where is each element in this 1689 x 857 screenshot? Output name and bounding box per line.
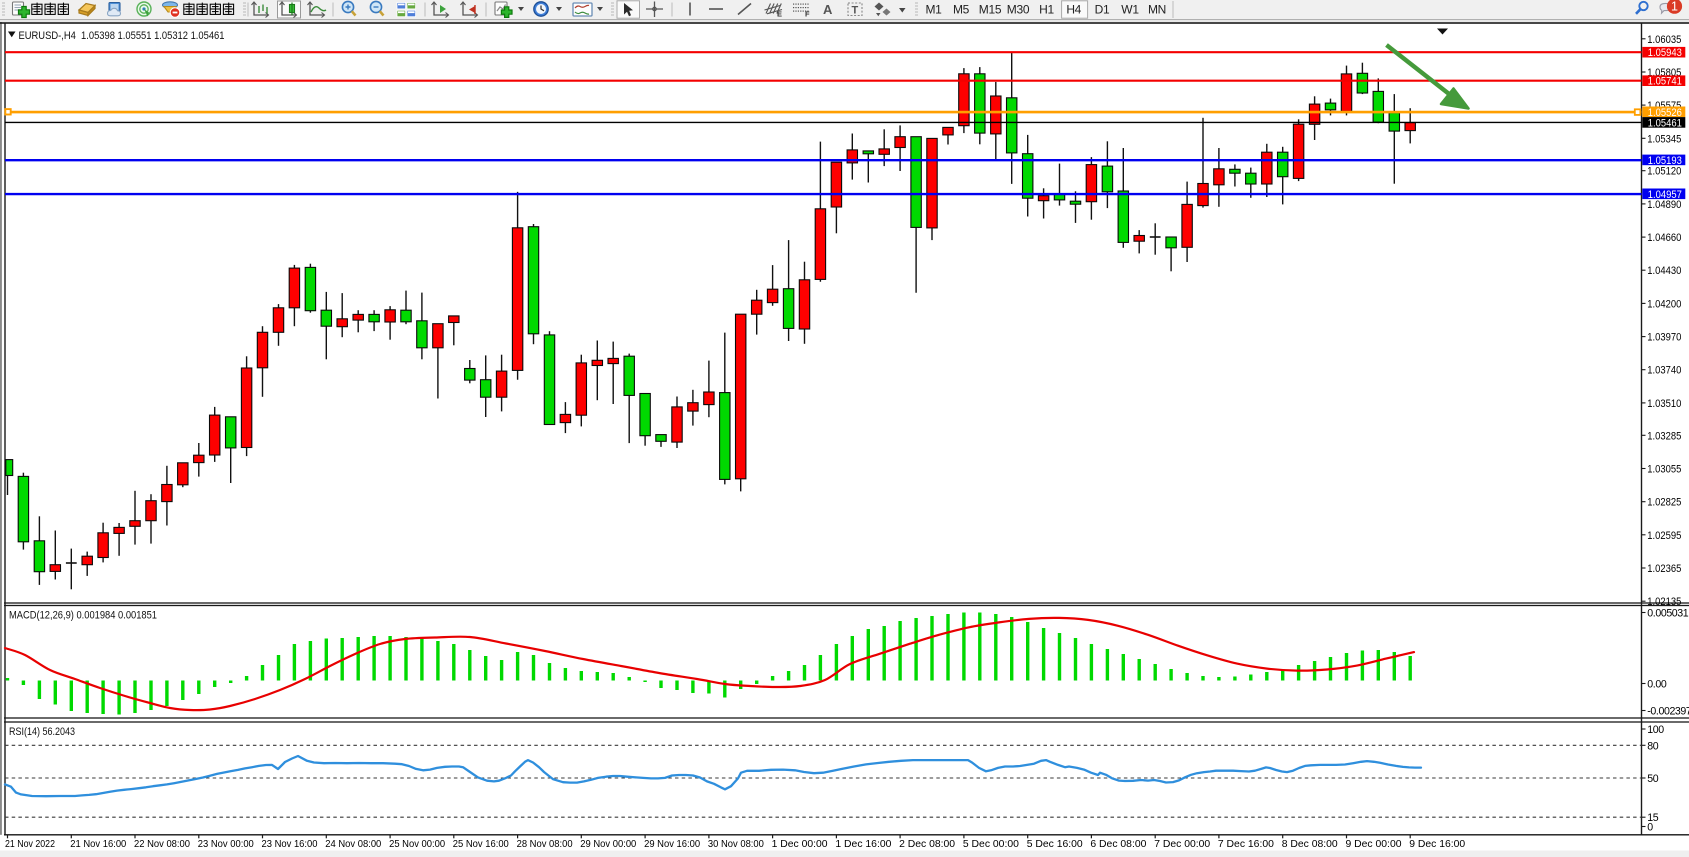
svg-text:1 Dec 16:00: 1 Dec 16:00 [835, 839, 891, 850]
svg-text:1.05741: 1.05741 [1648, 76, 1682, 88]
svg-text:23 Nov 16:00: 23 Nov 16:00 [262, 839, 318, 850]
svg-text:0.00: 0.00 [1647, 679, 1667, 691]
svg-text:1.05120: 1.05120 [1647, 166, 1681, 178]
svg-text:M30: M30 [1007, 3, 1030, 17]
svg-text:1.05345: 1.05345 [1647, 133, 1681, 145]
svg-text:H4: H4 [1066, 3, 1081, 17]
svg-text:1: 1 [1671, 0, 1678, 14]
svg-text:29 Nov 16:00: 29 Nov 16:00 [644, 839, 700, 850]
svg-text:28 Nov 08:00: 28 Nov 08:00 [517, 839, 573, 850]
svg-text:7 Dec 16:00: 7 Dec 16:00 [1218, 839, 1274, 850]
svg-text:9 Dec 16:00: 9 Dec 16:00 [1409, 839, 1465, 850]
svg-text:1.04430: 1.04430 [1647, 265, 1681, 277]
svg-text:1.03055: 1.03055 [1647, 464, 1681, 476]
svg-text:1.05526: 1.05526 [1648, 107, 1682, 119]
svg-text:MN: MN [1148, 3, 1166, 17]
svg-text:5 Dec 16:00: 5 Dec 16:00 [1027, 839, 1083, 850]
svg-text:1.05943: 1.05943 [1648, 47, 1682, 59]
svg-text:1.02135: 1.02135 [1647, 596, 1681, 608]
svg-text:-0.002397: -0.002397 [1647, 706, 1689, 718]
svg-text:1.03510: 1.03510 [1647, 398, 1681, 410]
svg-text:1.04957: 1.04957 [1648, 189, 1682, 201]
svg-text:1.05461: 1.05461 [1648, 117, 1682, 129]
svg-text:A: A [823, 2, 833, 17]
svg-text:25 Nov 00:00: 25 Nov 00:00 [389, 839, 445, 850]
svg-text:RSI(14) 56.2043: RSI(14) 56.2043 [9, 726, 75, 738]
svg-text:1.04890: 1.04890 [1647, 199, 1681, 211]
svg-text:1.03740: 1.03740 [1647, 365, 1681, 377]
svg-text:2 Dec 08:00: 2 Dec 08:00 [899, 839, 955, 850]
svg-text:1.03970: 1.03970 [1647, 332, 1681, 344]
svg-text:100: 100 [1647, 724, 1664, 736]
svg-text:M15: M15 [979, 3, 1002, 17]
svg-text:1 Dec 00:00: 1 Dec 00:00 [772, 839, 828, 850]
svg-text:25 Nov 16:00: 25 Nov 16:00 [453, 839, 509, 850]
svg-text:1.02825: 1.02825 [1647, 497, 1681, 509]
svg-text:80: 80 [1647, 740, 1658, 752]
svg-text:F: F [805, 10, 810, 19]
svg-text:0: 0 [1647, 822, 1653, 834]
svg-text:29 Nov 00:00: 29 Nov 00:00 [580, 839, 636, 850]
svg-text:1.03285: 1.03285 [1647, 430, 1681, 442]
svg-text:50: 50 [1647, 773, 1658, 785]
svg-text:9 Dec 00:00: 9 Dec 00:00 [1346, 839, 1402, 850]
svg-text:EURUSD-,H4 1.05398 1.05551 1.: EURUSD-,H4 1.05398 1.05551 1.05312 1.054… [19, 30, 225, 42]
svg-text:6 Dec 08:00: 6 Dec 08:00 [1090, 839, 1146, 850]
svg-text:M5: M5 [953, 3, 970, 17]
svg-text:8 Dec 08:00: 8 Dec 08:00 [1282, 839, 1338, 850]
svg-text:5 Dec 00:00: 5 Dec 00:00 [963, 839, 1019, 850]
svg-text:1.05193: 1.05193 [1648, 155, 1682, 167]
svg-text:7 Dec 00:00: 7 Dec 00:00 [1154, 839, 1210, 850]
svg-text:T: T [852, 5, 859, 17]
svg-text:MACD(12,26,9) 0.001984 0.00185: MACD(12,26,9) 0.001984 0.001851 [9, 610, 157, 622]
svg-text:22 Nov 08:00: 22 Nov 08:00 [134, 839, 190, 850]
svg-text:D1: D1 [1095, 3, 1110, 17]
svg-text:E: E [777, 10, 782, 19]
svg-text:M1: M1 [925, 3, 942, 17]
svg-text:1.04660: 1.04660 [1647, 232, 1681, 244]
svg-text:H1: H1 [1039, 3, 1054, 17]
svg-text:0.005031: 0.005031 [1647, 608, 1688, 620]
svg-text:1.04200: 1.04200 [1647, 298, 1681, 310]
svg-text:24 Nov 08:00: 24 Nov 08:00 [325, 839, 381, 850]
svg-text:W1: W1 [1121, 3, 1139, 17]
svg-text:23 Nov 00:00: 23 Nov 00:00 [198, 839, 254, 850]
svg-text:21 Nov 16:00: 21 Nov 16:00 [70, 839, 126, 850]
svg-text:1.02365: 1.02365 [1647, 563, 1681, 575]
svg-text:15: 15 [1647, 812, 1658, 824]
svg-text:30 Nov 08:00: 30 Nov 08:00 [708, 839, 764, 850]
svg-text:21 Nov 2022: 21 Nov 2022 [5, 839, 55, 850]
svg-text:1.02595: 1.02595 [1647, 530, 1681, 542]
svg-text:1.06035: 1.06035 [1647, 34, 1681, 46]
